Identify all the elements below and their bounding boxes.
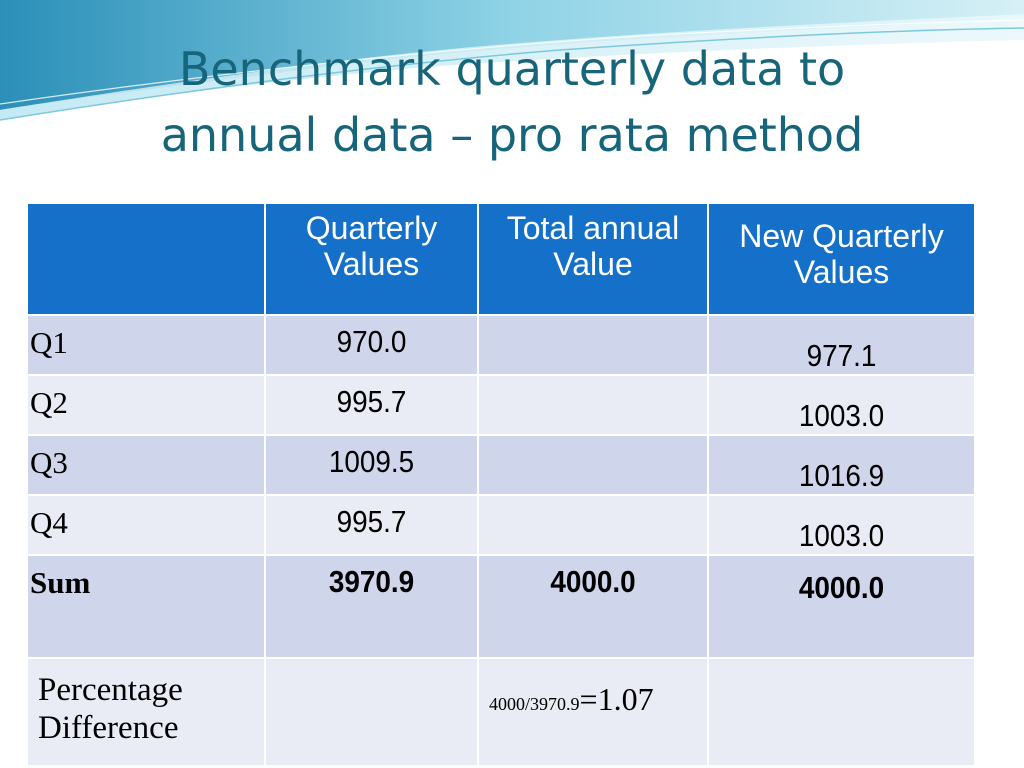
row-label-cell: Q4 [26, 494, 266, 556]
header-annual-text: Total annual Value [506, 210, 680, 282]
new-quarterly-cell: 1016.9 [707, 434, 976, 496]
header-total-annual-value: Total annual Value [477, 202, 709, 316]
pct-ratio-cell: 4000/3970.9=1.07 [477, 657, 709, 767]
new-quarterly-cell: 977.1 [707, 314, 976, 376]
title-line-2: annual data – pro rata method [160, 108, 864, 162]
percentage-row: Percentage Difference 4000/3970.9=1.07 [26, 657, 976, 767]
annual-cell [477, 494, 709, 556]
title-line-1: Benchmark quarterly data to [178, 42, 846, 96]
table-row: Q3 1009.5 1016.9 [26, 434, 976, 496]
table-row: Q1 970.0 977.1 [26, 314, 976, 376]
row-label: Q3 [30, 445, 68, 480]
sum-new-quarterly-value: 4000.0 [798, 570, 885, 605]
header-quarterly-text: Quarterly Values [305, 210, 438, 282]
annual-cell [477, 374, 709, 436]
new-quarterly-value: 1016.9 [798, 458, 885, 493]
header-row: Quarterly Values Total annual Value New … [26, 202, 976, 316]
quarterly-cell: 970.0 [264, 314, 479, 376]
pct-empty-cell-2 [707, 657, 976, 767]
pct-label-cell: Percentage Difference [26, 657, 266, 767]
row-label: Q2 [30, 385, 68, 420]
header-quarterly-values: Quarterly Values [264, 202, 479, 316]
sum-quarterly-value: 3970.9 [328, 564, 415, 599]
table-row: Q4 995.7 1003.0 [26, 494, 976, 556]
row-label-cell: Q3 [26, 434, 266, 496]
annual-cell [477, 314, 709, 376]
annual-value [490, 436, 695, 444]
row-label: Q1 [30, 325, 68, 360]
quarterly-value: 995.7 [336, 504, 407, 539]
benchmark-table: Quarterly Values Total annual Value New … [26, 202, 976, 767]
header-empty [26, 202, 266, 316]
quarterly-cell: 995.7 [264, 374, 479, 436]
quarterly-value: 970.0 [336, 324, 407, 359]
row-label: Q4 [30, 505, 68, 540]
new-quarterly-value: 1003.0 [798, 518, 885, 553]
annual-cell [477, 434, 709, 496]
annual-value [490, 316, 695, 324]
quarterly-cell: 995.7 [264, 494, 479, 556]
quarterly-cell: 1009.5 [264, 434, 479, 496]
header-new-quarterly-values: New Quarterly Values [707, 202, 976, 316]
annual-value [490, 376, 695, 384]
sum-new-quarterly-cell: 4000.0 [707, 554, 976, 659]
row-label-cell: Q2 [26, 374, 266, 436]
sum-label: Sum [30, 565, 91, 600]
wave-decoration [0, 0, 1024, 121]
header-newq-text: New Quarterly Values [739, 218, 944, 290]
percentage-ratio: 4000/3970.9=1.07 [479, 659, 707, 718]
ratio-expression: 4000/3970.9 [489, 694, 580, 714]
quarterly-value: 995.7 [336, 384, 407, 419]
table-row: Q2 995.7 1003.0 [26, 374, 976, 436]
row-label-cell: Q1 [26, 314, 266, 376]
sum-annual-cell: 4000.0 [477, 554, 709, 659]
percentage-difference-label: Percentage Difference [38, 672, 183, 746]
annual-value [490, 496, 695, 504]
sum-label-cell: Sum [26, 554, 266, 659]
sum-row: Sum 3970.9 4000.0 4000.0 [26, 554, 976, 659]
new-quarterly-cell: 1003.0 [707, 494, 976, 556]
sum-quarterly-cell: 3970.9 [264, 554, 479, 659]
sum-annual-value: 4000.0 [550, 564, 636, 599]
quarterly-value: 1009.5 [328, 444, 415, 479]
ratio-result: =1.07 [579, 681, 654, 717]
new-quarterly-cell: 1003.0 [707, 374, 976, 436]
slide-title: Benchmark quarterly data to annual data … [0, 36, 1024, 168]
new-quarterly-value: 977.1 [806, 338, 877, 373]
pct-empty-cell [264, 657, 479, 767]
new-quarterly-value: 1003.0 [798, 398, 885, 433]
